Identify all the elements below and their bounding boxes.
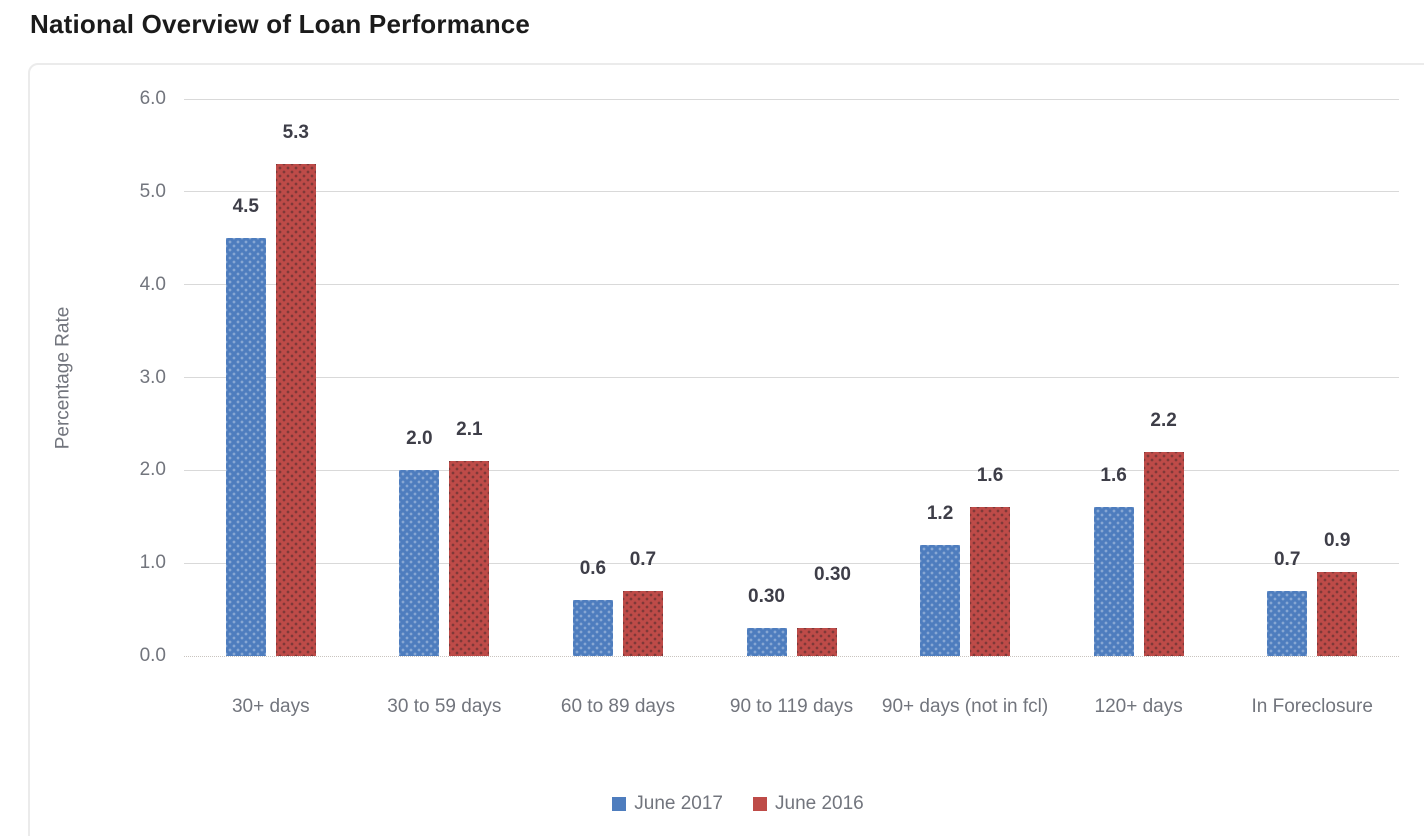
x-category-label: 90+ days (not in fcl) <box>881 696 1049 717</box>
value-label: 0.9 <box>1323 530 1351 552</box>
bar-june-2017 <box>920 544 961 656</box>
bar-june-2016 <box>449 461 490 656</box>
value-label: 0.30 <box>748 586 785 608</box>
y-tick-label: 4.0 <box>139 273 166 295</box>
y-tick-label: 0.0 <box>139 645 166 666</box>
legend-swatch <box>612 797 627 811</box>
bar-june-2016 <box>1143 451 1184 656</box>
value-label: 5.3 <box>282 121 309 143</box>
value-label: 2.0 <box>406 428 433 450</box>
value-label: 0.30 <box>814 564 851 586</box>
value-label: 2.1 <box>456 419 483 441</box>
gridline-y-6.0 <box>184 98 1399 100</box>
gridline-y-1.0 <box>184 562 1399 564</box>
legend-item-june-2017: June 2017 <box>612 793 723 815</box>
bar-june-2017 <box>399 470 440 656</box>
y-tick-label: 2.0 <box>139 459 166 481</box>
bar-june-2017 <box>572 600 613 656</box>
value-label: 1.6 <box>1100 465 1127 487</box>
bar-june-2017 <box>1267 591 1308 656</box>
x-category-label: 90 to 119 days <box>729 696 854 717</box>
bar-june-2016 <box>275 163 316 656</box>
x-category-label: 30 to 59 days <box>387 696 502 717</box>
bar-june-2016 <box>796 628 837 656</box>
gridline-y-0.0 <box>184 655 1399 657</box>
value-label: 1.6 <box>976 465 1004 487</box>
chart-frame: Percentage Rate 0.0 1.0 2.0 3.0 4.0 5.0 6.0 4.5… <box>28 63 1424 836</box>
legend: June 2017 June 2016 <box>30 793 1424 815</box>
bar-june-2016 <box>1317 572 1358 656</box>
x-category-label: 60 to 89 days <box>560 696 675 717</box>
legend-swatch <box>753 797 767 811</box>
bar-june-2016 <box>622 591 663 656</box>
legend-item-june-2016: June 2016 <box>753 793 864 815</box>
y-tick-label: 6.0 <box>139 88 166 109</box>
gridline-y-2.0 <box>184 469 1399 471</box>
value-label: 1.2 <box>926 502 954 524</box>
y-tick-label: 1.0 <box>139 552 166 574</box>
gridline-y-4.0 <box>184 284 1399 286</box>
bar-june-2017 <box>225 238 266 656</box>
y-axis-title: Percentage Rate <box>46 99 80 656</box>
value-label: 2.2 <box>1150 409 1177 431</box>
value-label: 0.7 <box>629 549 657 571</box>
value-label: 4.5 <box>232 196 259 218</box>
value-label: 0.6 <box>579 558 607 580</box>
value-label: 0.7 <box>1273 549 1301 571</box>
y-tick-label: 3.0 <box>139 366 166 388</box>
bar-june-2017 <box>1093 507 1134 656</box>
gridline-y-3.0 <box>184 377 1399 378</box>
legend-label: June 2017 <box>634 793 723 814</box>
legend-label: June 2016 <box>775 793 864 814</box>
bar-june-2016 <box>970 507 1011 656</box>
x-category-label: 120+ days <box>1094 696 1183 717</box>
chart-title: National Overview of Loan Performance <box>30 9 531 39</box>
plot-area: 0.0 1.0 2.0 3.0 4.0 5.0 6.0 4.5 5.3 30+ days 2.0 2.… <box>140 88 1399 717</box>
x-category-label: In Foreclosure <box>1251 696 1373 717</box>
y-tick-label: 5.0 <box>139 180 166 202</box>
gridline-y-5.0 <box>184 191 1399 193</box>
bar-june-2017 <box>746 628 787 656</box>
x-category-label: 30+ days <box>231 696 310 717</box>
y-axis-title-text: Percentage Rate <box>52 306 73 449</box>
